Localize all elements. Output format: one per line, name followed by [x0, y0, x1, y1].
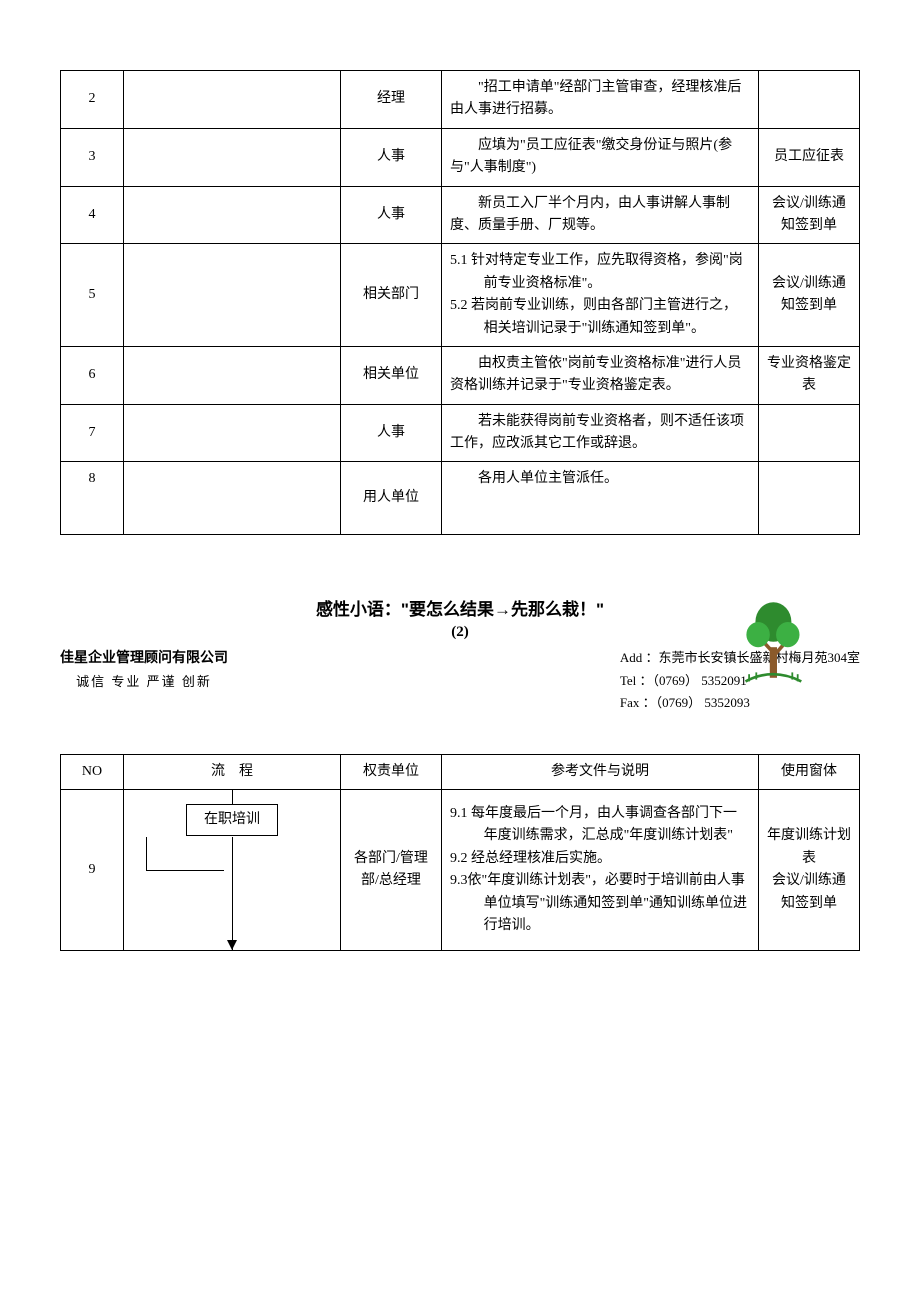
table-row: 4 人事 新员工入厂半个月内，由人事讲解人事制度、质量手册、厂规等。会议/训练通知… — [61, 186, 860, 244]
cell-flow — [124, 404, 341, 462]
cell-desc: 新员工入厂半个月内，由人事讲解人事制度、质量手册、厂规等。 — [442, 186, 759, 244]
cell-flow — [124, 71, 341, 129]
cell-flow — [124, 346, 341, 404]
table-row: 3 人事 应填为"员工应征表"缴交身份证与照片(参与"人事制度")员工应征表 — [61, 128, 860, 186]
cell-form: 会议/训练通知签到单 — [759, 186, 860, 244]
cell-dept: 人事 — [341, 128, 442, 186]
cell-dept: 人事 — [341, 186, 442, 244]
table-row: 8 用人单位 各用人单位主管派任。 — [61, 462, 860, 535]
company-slogan: 诚信 专业 严谨 创新 — [60, 671, 228, 690]
header-form: 使用窗体 — [759, 754, 860, 789]
header-no: NO — [61, 754, 124, 789]
table-row: 2 经理 "招工申请单"经部门主管审查，经理核准后由人事进行招募。 — [61, 71, 860, 129]
cell-no: 3 — [61, 128, 124, 186]
cell-no: 2 — [61, 71, 124, 129]
tree-icon — [735, 595, 810, 685]
process-table-2: NO 流 程 权责单位 参考文件与说明 使用窗体 9 在职培训 — [60, 754, 860, 951]
cell-desc: 各用人单位主管派任。 — [442, 462, 759, 535]
cell-flow — [124, 462, 341, 535]
cell-flow — [124, 128, 341, 186]
cell-no: 5 — [61, 244, 124, 347]
cell-form — [759, 404, 860, 462]
header-dept: 权责单位 — [341, 754, 442, 789]
cell-desc: 应填为"员工应征表"缴交身份证与照片(参与"人事制度") — [442, 128, 759, 186]
cell-no: 4 — [61, 186, 124, 244]
cell-desc: 9.1 每年度最后一个月，由人事调查各部门下一年度训练需求，汇总成"年度训练计划… — [442, 790, 759, 951]
cell-no: 7 — [61, 404, 124, 462]
cell-no: 9 — [61, 790, 124, 951]
cell-flow: 在职培训 — [124, 790, 341, 951]
cell-desc: 若未能获得岗前专业资格者，则不适任该项工作，应改派其它工作或辞退。 — [442, 404, 759, 462]
cell-desc: 由权责主管依"岗前专业资格标准"进行人员资格训练并记录于"专业资格鉴定表。 — [442, 346, 759, 404]
flow-box-training: 在职培训 — [186, 804, 278, 836]
table-row: 9 在职培训 各部门/管理部/总经理 9.1 每年度最后一个月，由人事调查各部门… — [61, 790, 860, 951]
cell-desc: 5.1 针对特定专业工作，应先取得资格，参阅"岗前专业资格标准"。5.2 若岗前… — [442, 244, 759, 347]
cell-flow — [124, 186, 341, 244]
company-fax: Fax ：（0769） 5352093 — [620, 692, 860, 714]
company-name: 佳星企业管理顾问有限公司 — [60, 647, 228, 667]
process-table-1: 2 经理 "招工申请单"经部门主管审查，经理核准后由人事进行招募。 3 人事 应填为"… — [60, 70, 860, 535]
cell-dept: 各部门/管理部/总经理 — [341, 790, 442, 951]
header-flow: 流 程 — [124, 754, 341, 789]
cell-dept: 相关单位 — [341, 346, 442, 404]
table-row: 5 相关部门5.1 针对特定专业工作，应先取得资格，参阅"岗前专业资格标准"。5.… — [61, 244, 860, 347]
cell-form: 年度训练计划表会议/训练通知签到单 — [759, 790, 860, 951]
table-row: 6 相关单位 由权责主管依"岗前专业资格标准"进行人员资格训练并记录于"专业资格鉴… — [61, 346, 860, 404]
cell-dept: 人事 — [341, 404, 442, 462]
cell-form: 专业资格鉴定表 — [759, 346, 860, 404]
cell-desc: "招工申请单"经部门主管审查，经理核准后由人事进行招募。 — [442, 71, 759, 129]
table-row: 7 人事 若未能获得岗前专业资格者，则不适任该项工作，应改派其它工作或辞退。 — [61, 404, 860, 462]
cell-flow — [124, 244, 341, 347]
cell-no: 8 — [61, 462, 124, 535]
cell-form: 员工应征表 — [759, 128, 860, 186]
cell-dept: 相关部门 — [341, 244, 442, 347]
cell-form — [759, 462, 860, 535]
cell-dept: 经理 — [341, 71, 442, 129]
cell-no: 6 — [61, 346, 124, 404]
cell-form: 会议/训练通知签到单 — [759, 244, 860, 347]
cell-dept: 用人单位 — [341, 462, 442, 535]
header-desc: 参考文件与说明 — [442, 754, 759, 789]
cell-form — [759, 71, 860, 129]
